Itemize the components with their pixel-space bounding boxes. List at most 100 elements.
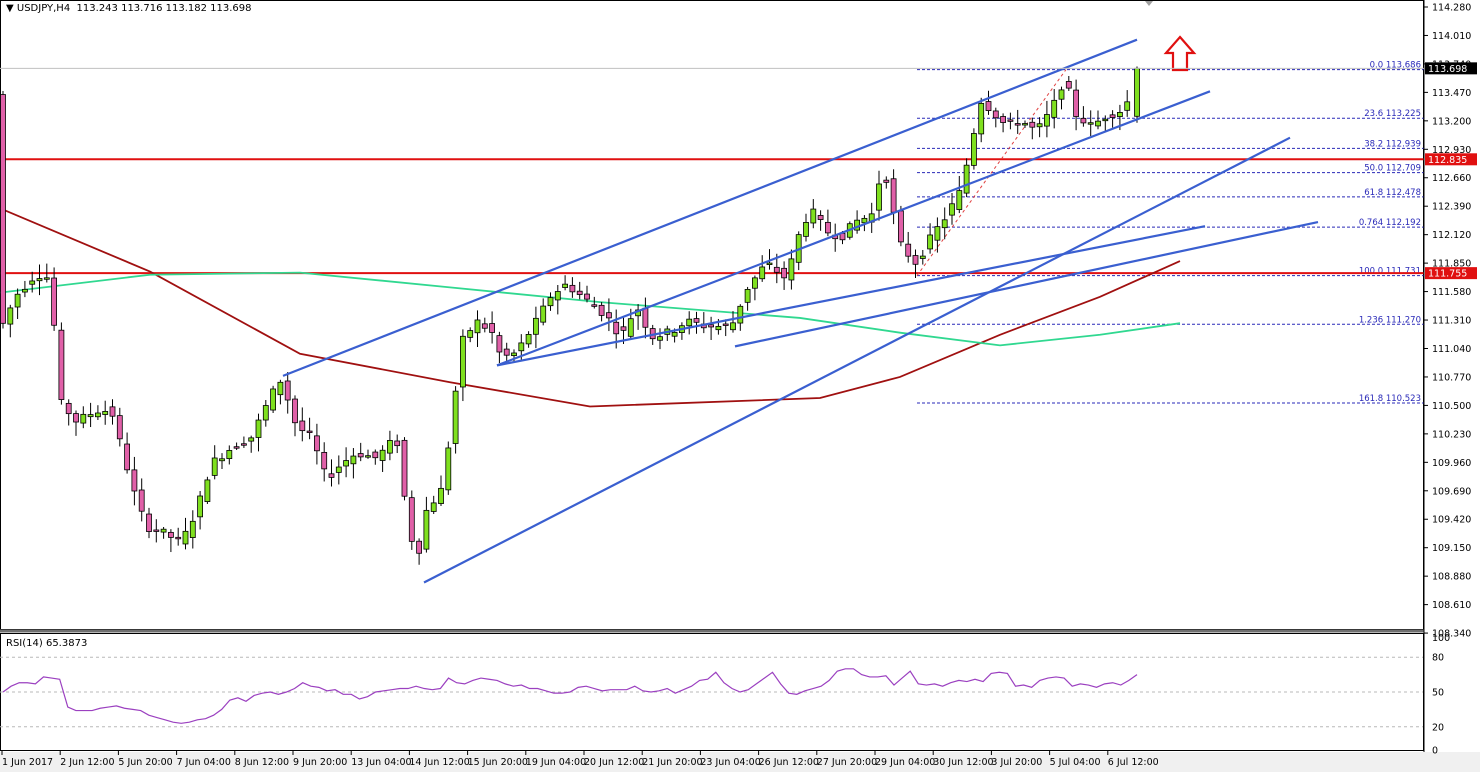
bear-candle	[569, 284, 576, 293]
bull-candle	[189, 520, 196, 538]
bear-candle	[328, 473, 335, 478]
bull-candle	[540, 305, 547, 323]
bull-candle	[204, 479, 211, 502]
bull-candle	[423, 509, 430, 550]
bull-candle	[941, 219, 948, 229]
bear-candle	[576, 290, 583, 295]
price-tick-label: 110.230	[1432, 429, 1471, 440]
bull-candle	[438, 487, 444, 504]
mid-support-trendline[interactable]	[734, 220, 1319, 348]
bull-candle	[467, 330, 474, 338]
svg-text:111.755: 111.755	[1428, 269, 1467, 280]
fib-level-label: 0.0 113.686	[1370, 61, 1421, 71]
bear-candle	[401, 439, 408, 497]
time-tick-label: 20 Jun 12:00	[584, 757, 644, 768]
price-tick-label: 108.610	[1432, 600, 1471, 611]
bull-candle	[277, 381, 284, 396]
bull-candle	[343, 460, 350, 467]
bull-candle	[160, 528, 167, 533]
bear-candle	[1014, 123, 1021, 126]
bull-candle	[752, 277, 758, 289]
bear-candle	[781, 267, 787, 279]
svg-text:20: 20	[1432, 722, 1444, 733]
bull-candle	[1095, 120, 1101, 127]
bull-candle	[211, 457, 218, 476]
price-tick-label: 111.850	[1432, 259, 1471, 270]
bull-candle	[971, 133, 977, 166]
price-tick-label: 113.200	[1432, 116, 1471, 127]
price-tick-label: 108.880	[1432, 572, 1471, 583]
price-tick-label: 111.040	[1432, 344, 1471, 355]
last-candle	[1134, 67, 1140, 117]
rsi-title: RSI(14) 65.3873	[6, 638, 88, 649]
time-tick-label: 7 Jun 04:00	[177, 757, 231, 768]
shallow-support-trendline[interactable]	[496, 225, 1206, 367]
bull-candle	[627, 318, 634, 337]
channel-lower-trendline[interactable]	[496, 90, 1211, 367]
fib-level-label: 38.2 112.939	[1364, 139, 1421, 149]
up-arrow-icon[interactable]	[1163, 35, 1197, 72]
bull-candle	[386, 440, 393, 454]
time-tick-label: 6 Jul 12:00	[1108, 757, 1159, 768]
bull-candle	[350, 455, 357, 465]
ma-green-line	[0, 271, 1181, 347]
time-axis: 1 Jun 2017 2 Jun 12:00 5 Jun 20:00 7 Jun 04…	[1, 751, 1159, 768]
bull-candle	[379, 449, 386, 461]
collapse-triangle-icon[interactable]: ▼	[6, 3, 14, 14]
bear-candle	[65, 402, 72, 415]
bear-candle	[1080, 117, 1087, 124]
svg-text:50: 50	[1432, 688, 1444, 699]
bear-candle	[131, 469, 138, 492]
price-tick-label: 112.930	[1432, 145, 1471, 156]
bull-candle	[511, 352, 517, 357]
bull-candle	[934, 226, 941, 241]
current-price-label	[1425, 62, 1477, 75]
bear-candle	[992, 110, 999, 119]
price-tick-label: 112.120	[1432, 230, 1471, 241]
bull-candle	[759, 266, 766, 280]
price-tick-label: 111.310	[1432, 316, 1471, 327]
bear-candle	[299, 420, 306, 432]
bear-candle	[153, 529, 160, 532]
fib-level-label: 61.8 112.478	[1364, 188, 1421, 198]
main-pane-frame	[0, 0, 1424, 630]
trendlines[interactable]	[282, 38, 1319, 584]
bull-candle	[554, 291, 561, 301]
bear-candle	[146, 513, 152, 532]
bull-candle	[36, 278, 43, 282]
bull-candle	[452, 390, 459, 444]
channel-upper-trendline[interactable]	[282, 38, 1138, 377]
bull-candle	[1036, 123, 1043, 128]
time-tick-label: 5 Jun 20:00	[118, 757, 172, 768]
horizontal-levels[interactable]	[0, 158, 1424, 275]
bear-candle	[693, 318, 700, 323]
bull-candle	[737, 305, 744, 324]
bear-candle	[321, 451, 328, 470]
bear-candle	[1109, 114, 1116, 118]
time-tick-label: 14 Jun 12:00	[409, 757, 469, 768]
bear-candle	[138, 489, 145, 512]
bear-candle	[912, 255, 919, 265]
bear-candle	[905, 243, 912, 257]
price-tick-label: 109.690	[1432, 486, 1471, 497]
bear-candle	[883, 179, 890, 183]
fibonacci-retracement[interactable]: 0.0 113.686 23.6 113.225 38.2 112.939 50.0 …	[917, 61, 1424, 404]
time-tick-label: 27 Jun 20:00	[817, 757, 877, 768]
support-price-label	[1425, 267, 1477, 280]
fib-level-label: 23.6 113.225	[1364, 109, 1421, 119]
bull-candle	[876, 183, 882, 211]
chart-shift-marker-icon[interactable]	[1145, 1, 1153, 6]
bear-candle	[1007, 119, 1014, 122]
bear-candle	[58, 329, 65, 400]
time-tick-label: 23 Jun 04:00	[700, 757, 760, 768]
bull-candle	[657, 336, 663, 341]
bull-candle	[95, 412, 101, 418]
bear-candle	[1029, 121, 1036, 128]
bull-candle	[270, 388, 277, 411]
svg-text:80: 80	[1432, 653, 1444, 664]
fib-diagonal	[916, 69, 1067, 276]
steep-support-trendline[interactable]	[423, 136, 1291, 584]
bull-candle	[459, 335, 466, 388]
fib-level-label: 0.764 112.192	[1359, 218, 1421, 228]
